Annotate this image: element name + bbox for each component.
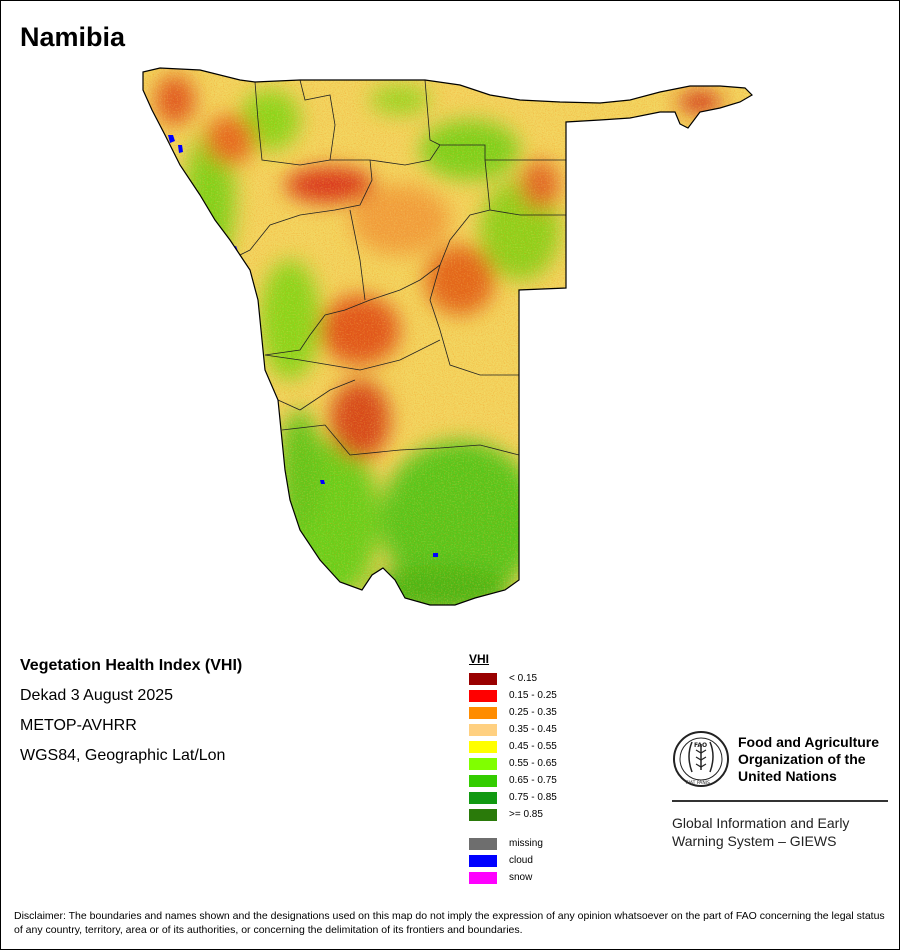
- legend-extra-label: cloud: [509, 855, 533, 866]
- fao-name-line3: United Nations: [738, 768, 837, 784]
- disclaimer: Disclaimer: The boundaries and names sho…: [14, 910, 885, 936]
- legend-class-row: 0.55 - 0.65: [469, 755, 557, 772]
- legend-class-row: 0.75 - 0.85: [469, 789, 557, 806]
- legend-class-label: 0.15 - 0.25: [509, 690, 557, 701]
- legend-class-row: 0.25 - 0.35: [469, 704, 557, 721]
- fao-logo-motto: FIAT PANIS: [686, 780, 710, 786]
- legend-extra-swatch: [469, 854, 497, 867]
- fao-divider: [672, 800, 888, 802]
- fao-logo-text: FAO: [694, 742, 707, 749]
- legend-class-swatch: [469, 689, 497, 702]
- vhi-map: [135, 60, 765, 620]
- legend-class-swatch: [469, 672, 497, 685]
- giews-line2: Warning System – GIEWS: [672, 833, 837, 849]
- giews-name: Global Information and Early Warning Sys…: [672, 814, 888, 850]
- legend-class-swatch: [469, 723, 497, 736]
- legend-extra-label: missing: [509, 838, 543, 849]
- map-sensor: METOP-AVHRR: [20, 717, 137, 734]
- giews-line1: Global Information and Early: [672, 815, 850, 831]
- fao-name-line2: Organization of the: [738, 751, 866, 767]
- legend-class-row: 0.15 - 0.25: [469, 687, 557, 704]
- legend-classes: < 0.15 0.15 - 0.25 0.25 - 0.35 0.35 - 0.45 0…: [469, 670, 557, 823]
- legend-class-label: 0.65 - 0.75: [509, 775, 557, 786]
- legend-class-label: >= 0.85: [509, 809, 543, 820]
- map-title: Namibia: [20, 22, 126, 52]
- legend-class-swatch: [469, 706, 497, 719]
- legend-class-row: 0.45 - 0.55: [469, 738, 557, 755]
- legend-class-label: 0.25 - 0.35: [509, 707, 557, 718]
- fao-name: Food and Agriculture Organization of the…: [738, 734, 888, 785]
- legend-class-row: 0.35 - 0.45: [469, 721, 557, 738]
- legend-class-row: 0.65 - 0.75: [469, 772, 557, 789]
- legend-extra: missing cloud snow: [469, 835, 557, 886]
- legend-class-label: 0.35 - 0.45: [509, 724, 557, 735]
- legend-extra-swatch: [469, 837, 497, 850]
- legend: VHI < 0.15 0.15 - 0.25 0.25 - 0.35 0.35 - 0…: [469, 652, 557, 886]
- legend-class-label: < 0.15: [509, 673, 538, 684]
- vhi-raster: [143, 68, 752, 605]
- legend-extra-row: cloud: [469, 852, 557, 869]
- legend-extra-swatch: [469, 871, 497, 884]
- legend-class-swatch: [469, 757, 497, 770]
- region-boundaries: [239, 79, 566, 456]
- legend-class-label: 0.45 - 0.55: [509, 741, 557, 752]
- legend-class-label: 0.75 - 0.85: [509, 792, 557, 803]
- legend-class-swatch: [469, 740, 497, 753]
- map-projection: WGS84, Geographic Lat/Lon: [20, 747, 226, 764]
- legend-extra-row: snow: [469, 869, 557, 886]
- map-period: Dekad 3 August 2025: [20, 687, 174, 704]
- legend-class-swatch: [469, 808, 497, 821]
- fao-logo-icon: FAO FIAT PANIS: [673, 731, 729, 787]
- legend-class-row: < 0.15: [469, 670, 557, 687]
- legend-extra-row: missing: [469, 835, 557, 852]
- legend-extra-label: snow: [509, 872, 533, 883]
- legend-class-row: >= 0.85: [469, 806, 557, 823]
- map-subtitle: Vegetation Health Index (VHI): [20, 657, 243, 674]
- legend-class-label: 0.55 - 0.65: [509, 758, 557, 769]
- legend-class-swatch: [469, 791, 497, 804]
- map-info: Vegetation Health Index (VHI) Dekad 3 Au…: [20, 656, 242, 776]
- fao-name-line1: Food and Agriculture: [738, 734, 880, 750]
- legend-title: VHI: [469, 652, 490, 666]
- legend-class-swatch: [469, 774, 497, 787]
